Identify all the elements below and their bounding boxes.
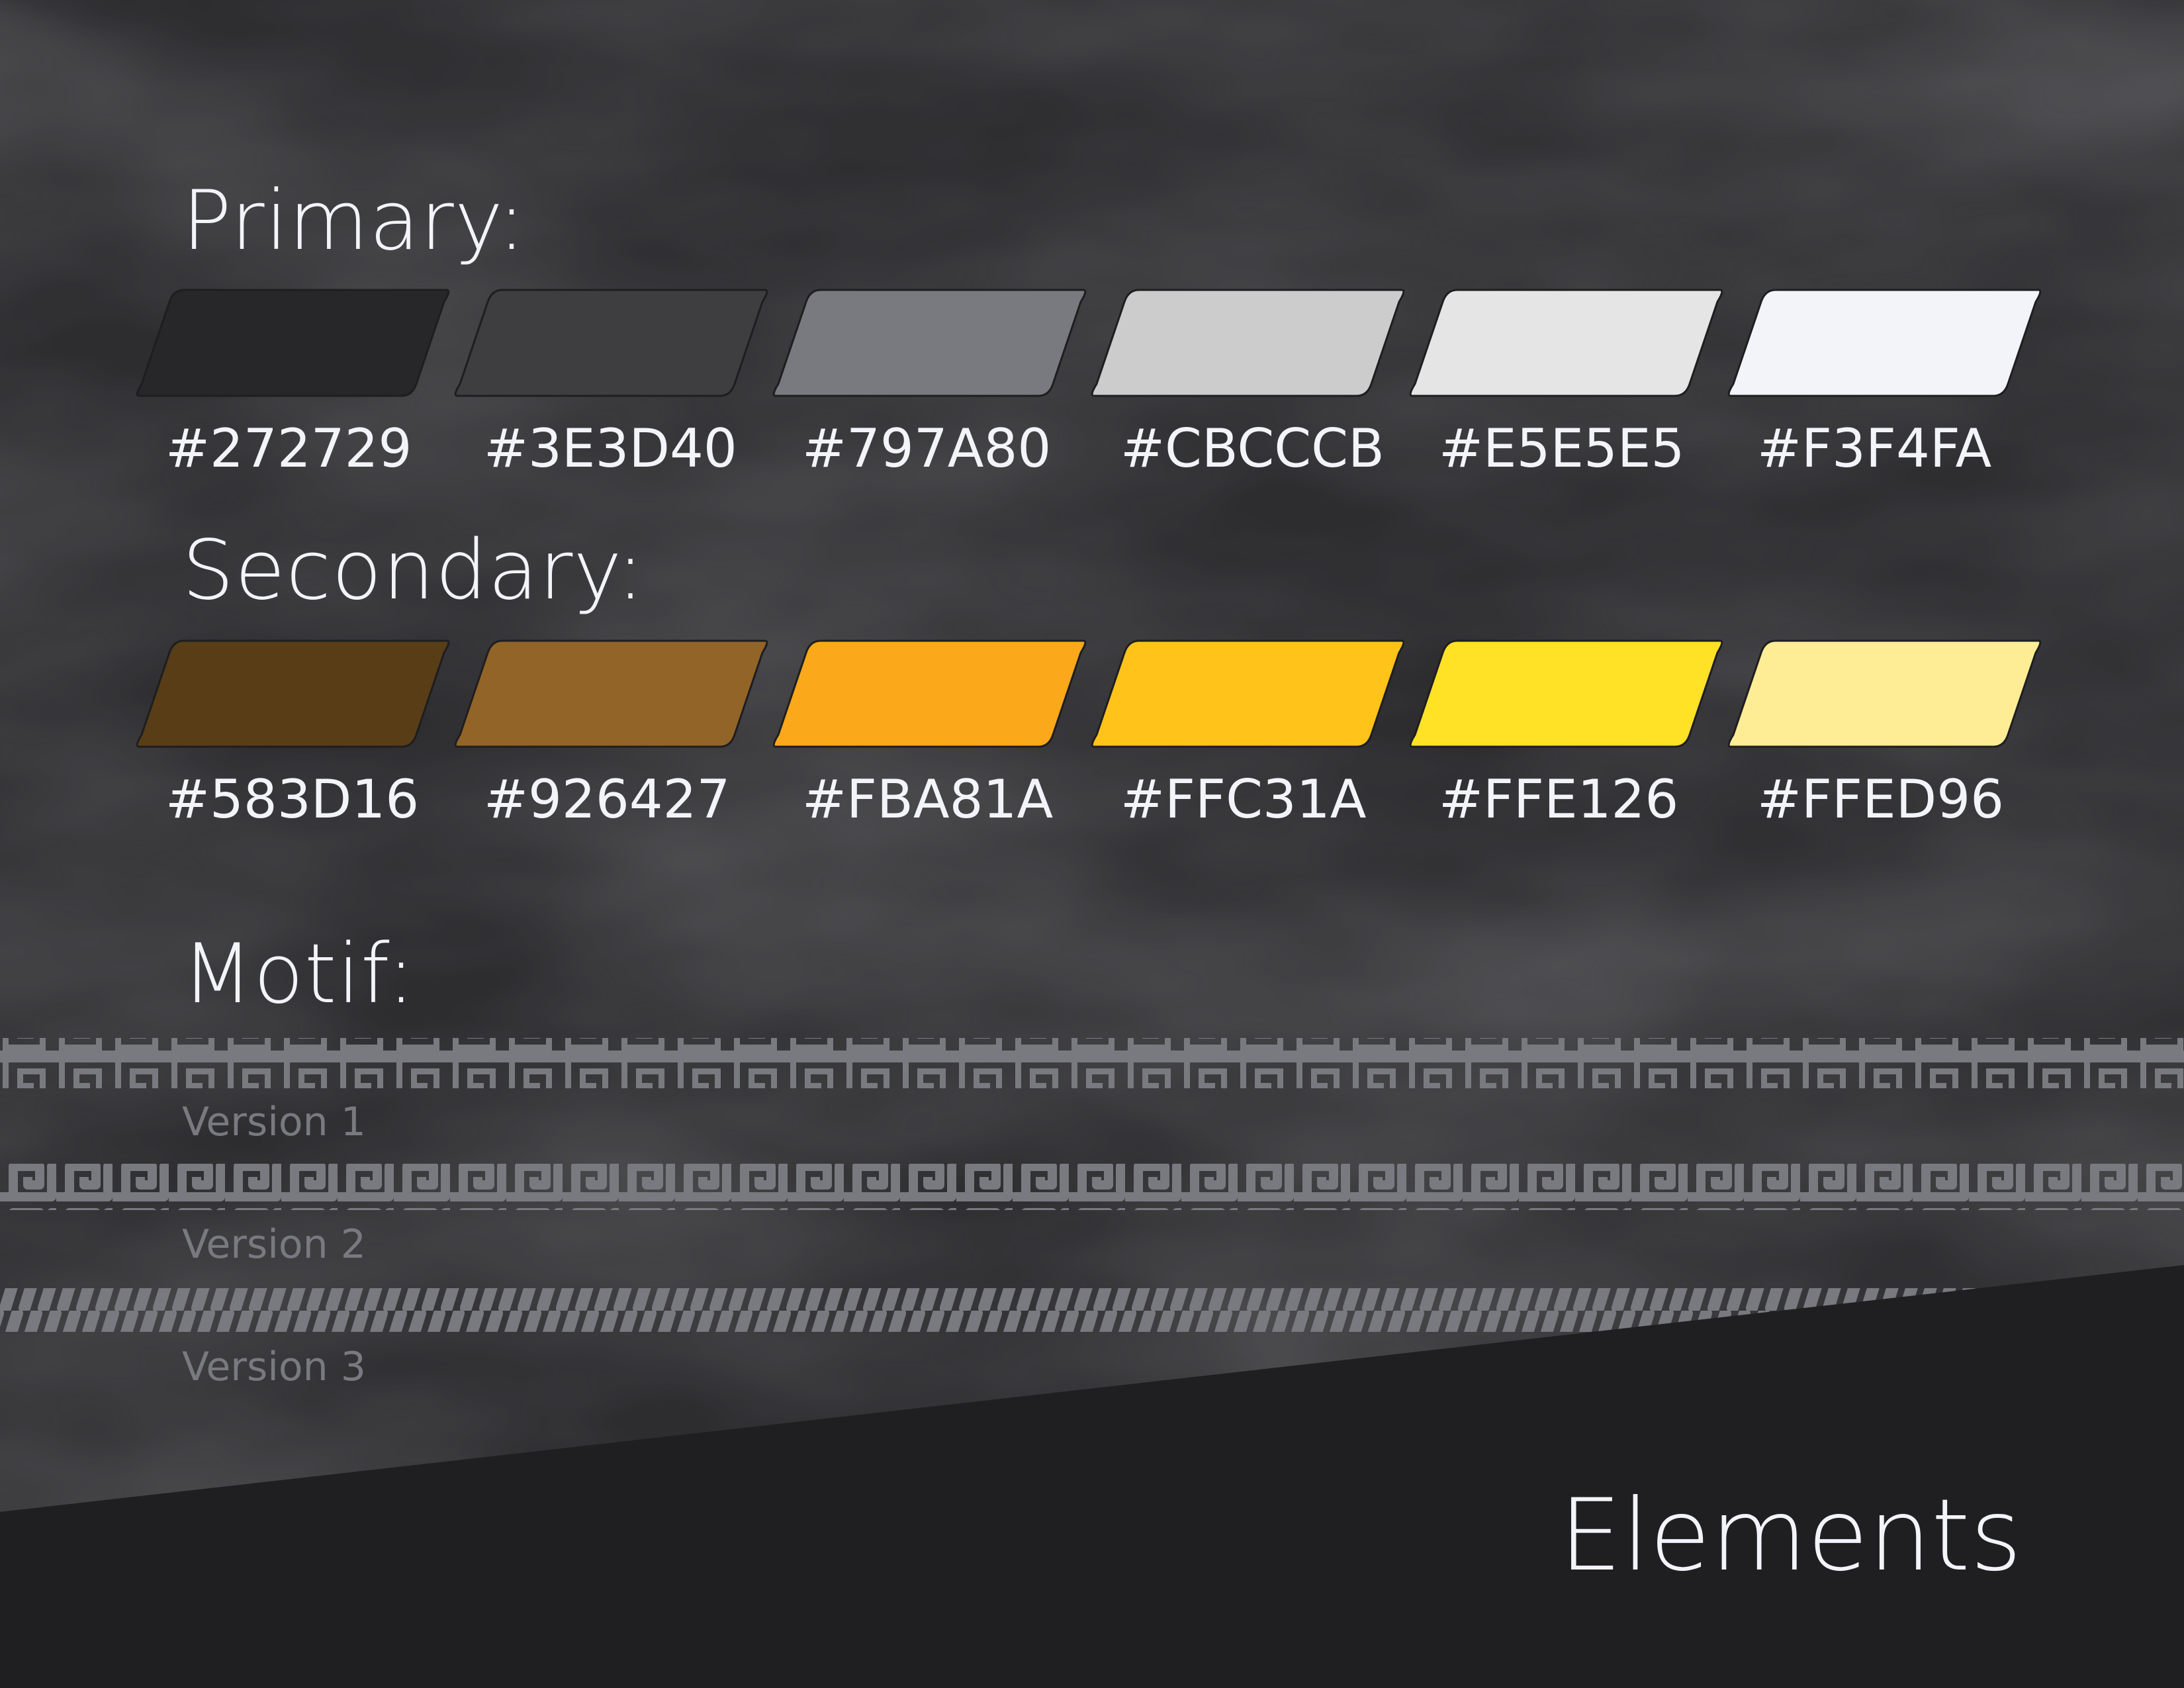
elements-title: Elements xyxy=(1559,1478,2022,1593)
secondary-swatch-4 xyxy=(1091,639,1405,748)
secondary-hex-label: #583D16 xyxy=(165,769,420,830)
primary-hex-label: #797A80 xyxy=(802,418,1052,479)
primary-swatch-5 xyxy=(1409,289,1723,397)
motif-title: Motif: xyxy=(182,927,416,1022)
primary-hex-label: #F3F4FA xyxy=(1757,418,1992,479)
motif-version-1-label: Version 1 xyxy=(182,1099,366,1145)
secondary-hex-label: #926427 xyxy=(484,769,731,830)
motif-version-3-label: Version 3 xyxy=(182,1344,366,1390)
secondary-hex-label: #FFC31A xyxy=(1120,769,1367,830)
primary-hex-label: #272729 xyxy=(165,418,412,479)
motif-version-2-band xyxy=(0,1164,2184,1210)
motif-version-1-band xyxy=(0,1038,2184,1088)
secondary-hex-label: #FBA81A xyxy=(802,769,1054,830)
secondary-hex-label: #FFE126 xyxy=(1439,769,1679,830)
primary-swatch-2 xyxy=(454,289,768,397)
primary-hex-label: #E5E5E5 xyxy=(1439,418,1685,479)
primary-swatch-3 xyxy=(772,289,1087,397)
secondary-swatch-5 xyxy=(1409,639,1723,748)
primary-title: Primary: xyxy=(182,173,526,269)
secondary-swatch-6 xyxy=(1727,639,2042,748)
primary-swatch-1 xyxy=(136,289,450,397)
primary-swatch-6 xyxy=(1727,289,2042,397)
secondary-hex-label: #FFED96 xyxy=(1757,769,2005,830)
footer-band xyxy=(0,1265,2184,1688)
secondary-swatches xyxy=(136,639,2042,748)
primary-hex-label: #3E3D40 xyxy=(484,418,737,479)
secondary-title: Secondary: xyxy=(182,523,645,618)
secondary-swatch-1 xyxy=(136,639,450,748)
primary-hex-label: #CBCCCB xyxy=(1120,418,1385,479)
primary-swatch-4 xyxy=(1091,289,1405,397)
motif-version-2-label: Version 2 xyxy=(182,1221,366,1268)
secondary-swatch-3 xyxy=(772,639,1087,748)
secondary-swatch-2 xyxy=(454,639,768,748)
primary-swatches xyxy=(136,289,2042,397)
